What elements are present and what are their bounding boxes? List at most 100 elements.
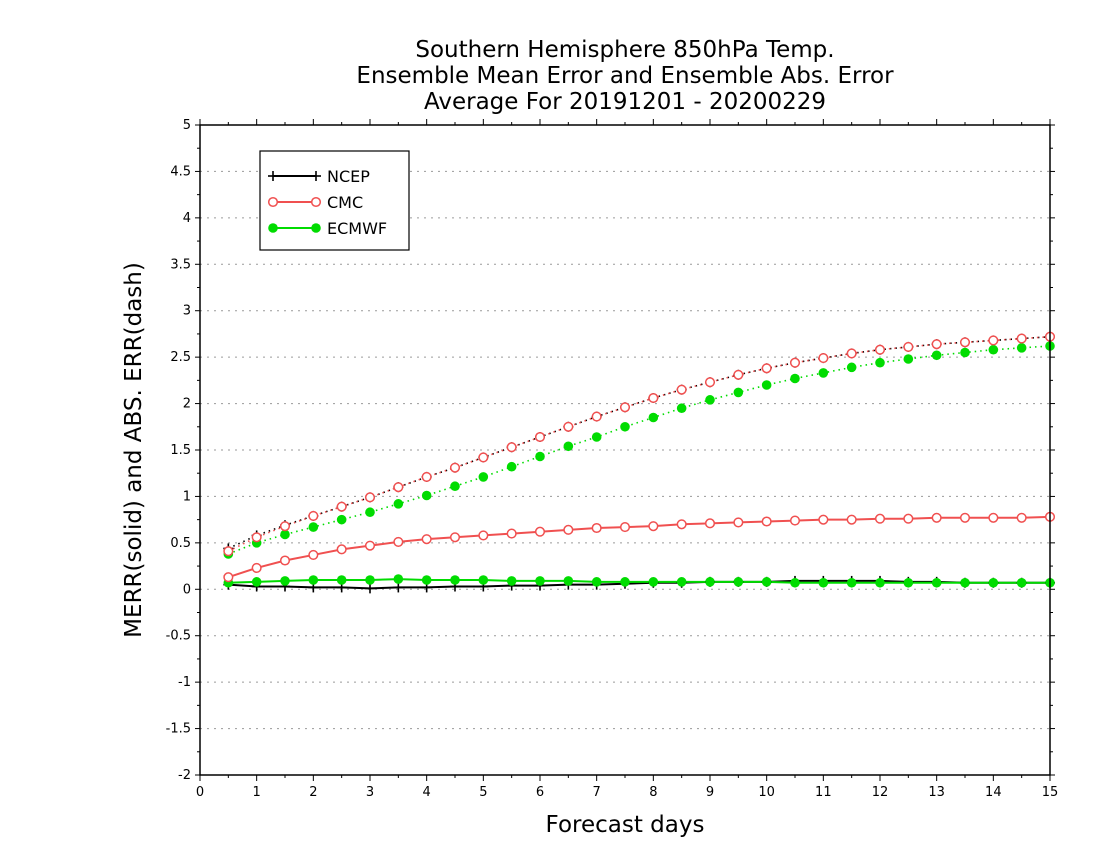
series-ecmwf-merr-point (1016, 577, 1027, 588)
series-layer (223, 331, 1056, 594)
series-ecmwf-merr-point (591, 577, 602, 587)
x-tick-label: 14 (985, 785, 1002, 800)
series-cmc-merr-point (279, 555, 291, 566)
series-ecmwf-abs-err-point (875, 357, 885, 368)
series-ecmwf-abs-err-point (818, 368, 829, 378)
series-ecmwf-abs-err-point (960, 347, 970, 358)
series-ecmwf-abs-err-point (676, 403, 687, 414)
series-cmc-merr-point (874, 513, 886, 524)
x-tick-label: 8 (649, 785, 657, 800)
series-ecmwf-abs-err-point (931, 350, 942, 361)
legend-label-ecmwf: ECMWF (327, 219, 387, 238)
series-ecmwf-markers (223, 341, 1055, 588)
series-ecmwf-merr-point (506, 576, 517, 586)
x-tick-label: 13 (928, 785, 945, 800)
series-ecmwf-abs-err-point (535, 451, 545, 462)
chart-title-line-1: Southern Hemisphere 850hPa Temp. (415, 37, 834, 63)
y-tick-label: 5 (183, 118, 191, 133)
series-cmc-abs-err-point (874, 344, 886, 355)
series-ecmwf-merr-point (875, 577, 885, 588)
series-ecmwf-abs-err-point (620, 421, 630, 432)
series-ecmwf-abs-err-point (450, 481, 460, 492)
x-tick-label: 3 (366, 785, 374, 800)
y-tick-label: 3.5 (170, 257, 191, 272)
series-ecmwf-abs-err-line (228, 345, 1051, 555)
series-cmc-abs-err-point (279, 521, 291, 532)
series-cmc-merr-point (846, 514, 857, 525)
series-ecmwf-merr-point (790, 577, 800, 588)
y-tick-label: 4.5 (170, 164, 191, 179)
y-tick-label: -1.5 (166, 722, 191, 737)
series-ecmwf-abs-err-point (336, 514, 347, 525)
series-ecmwf-abs-err-point (648, 412, 659, 423)
legend-marker-cmc-end (310, 196, 322, 208)
series-ecmwf-abs-err-point (1016, 343, 1027, 353)
legend-marker-ecmwf-end (311, 223, 321, 233)
series-ecmwf-abs-err-point (393, 499, 404, 509)
legend-marker-ncep-start (268, 171, 278, 181)
y-tick-label: -1 (178, 675, 191, 690)
series-ecmwf-abs-err-point (308, 522, 319, 532)
series-cmc-abs-err-point (704, 377, 716, 388)
series-ecmwf-abs-err-point (591, 432, 602, 442)
series-cmc-abs-err-point (1016, 333, 1027, 344)
series-cmc-merr-point (648, 521, 659, 532)
series-ncep-merr-point (365, 583, 375, 594)
series-ecmwf-merr-point (931, 577, 942, 588)
x-tick-label: 10 (758, 785, 775, 800)
series-cmc-abs-err-point (421, 471, 432, 482)
x-tick-label: 0 (196, 785, 204, 800)
series-cmc-merr-point (251, 562, 262, 573)
series-cmc-merr-point (534, 526, 546, 537)
series-ecmwf-abs-err-point (903, 354, 914, 364)
series-cmc-abs-err-point (449, 462, 461, 473)
series-cmc-merr-point (591, 522, 602, 534)
series-ncep-markers (223, 331, 1055, 594)
series-cmc-merr-point (676, 519, 687, 530)
series-ecmwf-merr-point (251, 577, 262, 587)
series-cmc-merr-point (364, 540, 376, 551)
series-ecmwf-merr-point (988, 577, 999, 588)
series-ecmwf-merr-point (705, 577, 715, 587)
legend-item-ncep: NCEP (268, 167, 370, 186)
series-cmc-merr-point (449, 532, 461, 543)
x-tick-label: 4 (423, 785, 431, 800)
series-cmc-merr-point (789, 515, 801, 526)
series-cmc-abs-err-point (761, 363, 772, 374)
y-tick-label: 2 (183, 397, 191, 412)
series-ecmwf-abs-err-point (478, 472, 489, 482)
series-cmc-abs-err-point (988, 335, 999, 346)
chart-title: Southern Hemisphere 850hPa Temp. Ensembl… (356, 37, 894, 115)
series-cmc-abs-err-point (534, 431, 546, 443)
y-tick-label: 2.5 (170, 350, 191, 365)
series-cmc-abs-err-point (223, 546, 234, 557)
series-cmc-merr-point (336, 544, 347, 555)
series-cmc-merr-point (733, 517, 744, 528)
chart-title-line-3: Average For 20191201 - 20200229 (424, 89, 826, 115)
series-cmc-abs-err-point (789, 357, 801, 368)
series-ncep-abs-err-line (227, 335, 1051, 550)
series-cmc-abs-err-point (818, 353, 829, 364)
series-ecmwf-abs-err-point (761, 380, 772, 390)
y-tick-label: 1 (183, 489, 191, 504)
series-cmc-merr-point (393, 536, 404, 547)
series-ecmwf-merr-point (903, 577, 914, 588)
legend-item-cmc: CMC (267, 193, 363, 212)
series-cmc-abs-err-point (336, 501, 347, 512)
series-ecmwf-merr-point (450, 575, 460, 585)
series-ecmwf-merr-point (535, 576, 545, 586)
series-ecmwf-abs-err-point (846, 362, 857, 373)
x-axis-label: Forecast days (546, 812, 705, 838)
series-cmc-abs-err-point (563, 421, 574, 432)
legend: NCEP CMC ECMWF (259, 150, 410, 251)
series-ecmwf-merr-point (365, 575, 375, 585)
series-cmc-abs-err-point (393, 482, 404, 493)
legend-marker-ncep-end (311, 171, 321, 181)
series-ecmwf-abs-err-point (506, 461, 517, 472)
series-cmc-merr-point (818, 514, 829, 525)
series-cmc-abs-err-point (903, 341, 914, 352)
series-cmc-abs-err-point (931, 339, 942, 350)
series-ecmwf-merr-point (308, 575, 319, 585)
series-cmc-merr-point (308, 549, 319, 560)
y-tick-label: -0.5 (166, 629, 191, 644)
